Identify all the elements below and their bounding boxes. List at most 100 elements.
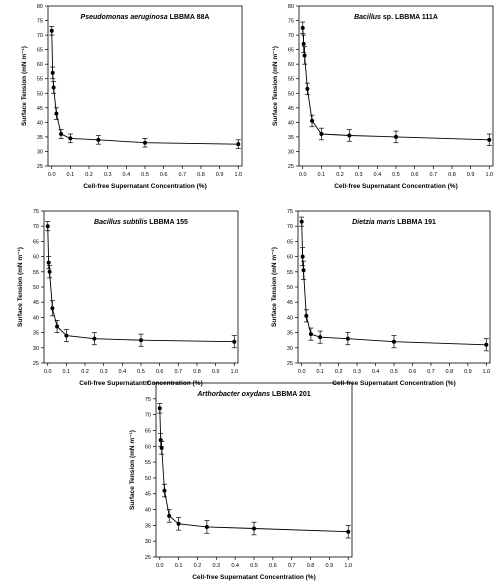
x-tick-label: 0.9 xyxy=(326,563,334,569)
data-point xyxy=(392,339,396,344)
x-tick-label: 0.5 xyxy=(250,563,258,569)
x-tick-label: 0.2 xyxy=(81,369,89,375)
data-point xyxy=(157,406,162,411)
series-line xyxy=(159,408,349,533)
y-tick-label: 45 xyxy=(33,300,39,306)
chart-panel-5: 25 30 35 40 45 50 55 60 65 70 75 80 0.0 0.1 0.2 0.3 0.4 0… xyxy=(129,381,353,581)
data-point xyxy=(304,313,309,318)
y-tick-label: 50 xyxy=(37,91,43,97)
y-tick-label: 55 xyxy=(145,460,151,466)
data-point xyxy=(305,86,310,91)
series-line xyxy=(47,226,235,343)
data-point xyxy=(346,529,351,534)
x-tick-label: 0.2 xyxy=(85,172,93,178)
y-tick-label: 50 xyxy=(33,285,39,291)
y-tick-label: 45 xyxy=(37,106,43,112)
x-tick-label: 0.4 xyxy=(231,563,239,569)
panel-title: Bacillus sp. LBBMA 111A xyxy=(354,14,438,21)
data-point xyxy=(68,136,73,141)
x-tick-label: 0.1 xyxy=(67,172,75,178)
x-axis-label: Cell-free Supernatant Concentration (%) xyxy=(334,183,458,190)
y-tick-label: 40 xyxy=(37,120,43,126)
chart-panel-2: 25 30 35 40 45 50 55 60 65 70 75 80 0.0 0.1 0.2 0.3 0.4 0… xyxy=(272,4,494,190)
x-tick-label: 0.2 xyxy=(336,172,344,178)
x-tick-label: 0.8 xyxy=(446,369,454,375)
y-tick-label: 65 xyxy=(33,239,39,245)
y-axis-label: Surface Tension (mN m⁻¹) xyxy=(17,247,24,327)
data-point xyxy=(318,335,323,340)
panel-title-species: Pseudomonas aeruginosa xyxy=(81,14,168,21)
y-tick-label: 35 xyxy=(33,331,39,337)
y-tick-label: 25 xyxy=(145,555,151,561)
x-tick-label: 0.0 xyxy=(298,369,306,375)
y-tick-label: 55 xyxy=(37,77,43,83)
y-tick-label: 40 xyxy=(287,315,293,321)
y-tick-label: 30 xyxy=(145,539,151,545)
y-tick-label: 70 xyxy=(37,33,43,39)
y-tick-label: 50 xyxy=(287,285,293,291)
x-tick-label: 1.0 xyxy=(482,369,490,375)
y-tick-label: 40 xyxy=(33,315,39,321)
x-tick-label: 0.4 xyxy=(119,369,127,375)
data-point xyxy=(301,268,306,273)
data-point xyxy=(301,41,306,46)
x-tick-label: 0.6 xyxy=(409,369,417,375)
data-point xyxy=(158,437,163,442)
y-axis-label: Surface Tension (mN m⁻¹) xyxy=(271,247,278,327)
data-point xyxy=(300,25,305,30)
data-point xyxy=(92,336,97,341)
data-point xyxy=(55,324,60,329)
x-tick-label: 0.6 xyxy=(411,172,419,178)
x-tick-label: 0.6 xyxy=(156,369,164,375)
x-tick-label: 0.3 xyxy=(353,369,361,375)
data-point xyxy=(302,53,307,58)
x-axis-label: Cell-free Supernatant Concentration (%) xyxy=(83,183,207,190)
x-tick-label: 0.7 xyxy=(174,369,182,375)
y-tick-label: 65 xyxy=(37,48,43,54)
y-tick-label: 75 xyxy=(145,397,151,403)
y-tick-label: 30 xyxy=(33,346,39,352)
x-tick-label: 0.9 xyxy=(464,369,472,375)
data-point xyxy=(310,118,315,123)
x-tick-label: 0.5 xyxy=(141,172,149,178)
y-tick-label: 80 xyxy=(37,4,43,10)
y-axis-label: Surface Tension (mN m⁻¹) xyxy=(21,46,28,126)
y-axis-label: Surface Tension (mN m⁻¹) xyxy=(129,430,136,510)
y-tick-label: 70 xyxy=(145,413,151,419)
panel-title-strain: LBBMA 88A xyxy=(170,14,210,21)
x-tick-label: 0.0 xyxy=(44,369,52,375)
y-tick-label: 70 xyxy=(287,224,293,230)
panel-title-species: Dietzia maris xyxy=(352,219,395,226)
y-tick-label: 30 xyxy=(288,149,294,155)
y-tick-label: 50 xyxy=(288,91,294,97)
x-tick-label: 0.7 xyxy=(288,563,296,569)
y-tick-label: 60 xyxy=(288,62,294,68)
x-tick-label: 0.2 xyxy=(335,369,343,375)
y-tick-label: 35 xyxy=(288,135,294,141)
x-tick-label: 0.2 xyxy=(194,563,202,569)
chart-panel-1: 25 30 35 40 45 50 55 60 65 70 75 80 0.0 0.1 0.2 0.3 0.4 0… xyxy=(21,4,243,190)
y-tick-label: 65 xyxy=(287,239,293,245)
data-point xyxy=(319,132,324,136)
panel-title: Pseudomonas aeruginosa LBBMA 88A xyxy=(81,14,210,21)
data-point xyxy=(300,254,305,259)
data-point xyxy=(308,332,313,337)
y-tick-label: 25 xyxy=(37,164,43,170)
y-tick-label: 65 xyxy=(288,48,294,54)
x-tick-label: 0.6 xyxy=(160,172,168,178)
data-point xyxy=(487,137,492,142)
x-tick-label: 0.0 xyxy=(48,172,56,178)
data-point xyxy=(143,140,147,145)
y-tick-label: 80 xyxy=(288,4,294,10)
data-point xyxy=(162,488,167,493)
y-tick-label: 60 xyxy=(33,255,39,261)
panel-title-strain: sp. LBBMA 111A xyxy=(383,14,438,21)
y-axis-label: Surface Tension (mN m⁻¹) xyxy=(272,46,279,126)
data-point xyxy=(47,269,52,274)
x-tick-label: 0.5 xyxy=(392,172,400,178)
y-tick-label: 55 xyxy=(33,270,39,276)
data-point xyxy=(345,336,350,341)
y-tick-label: 45 xyxy=(287,300,293,306)
x-tick-label: 1.0 xyxy=(234,172,242,178)
